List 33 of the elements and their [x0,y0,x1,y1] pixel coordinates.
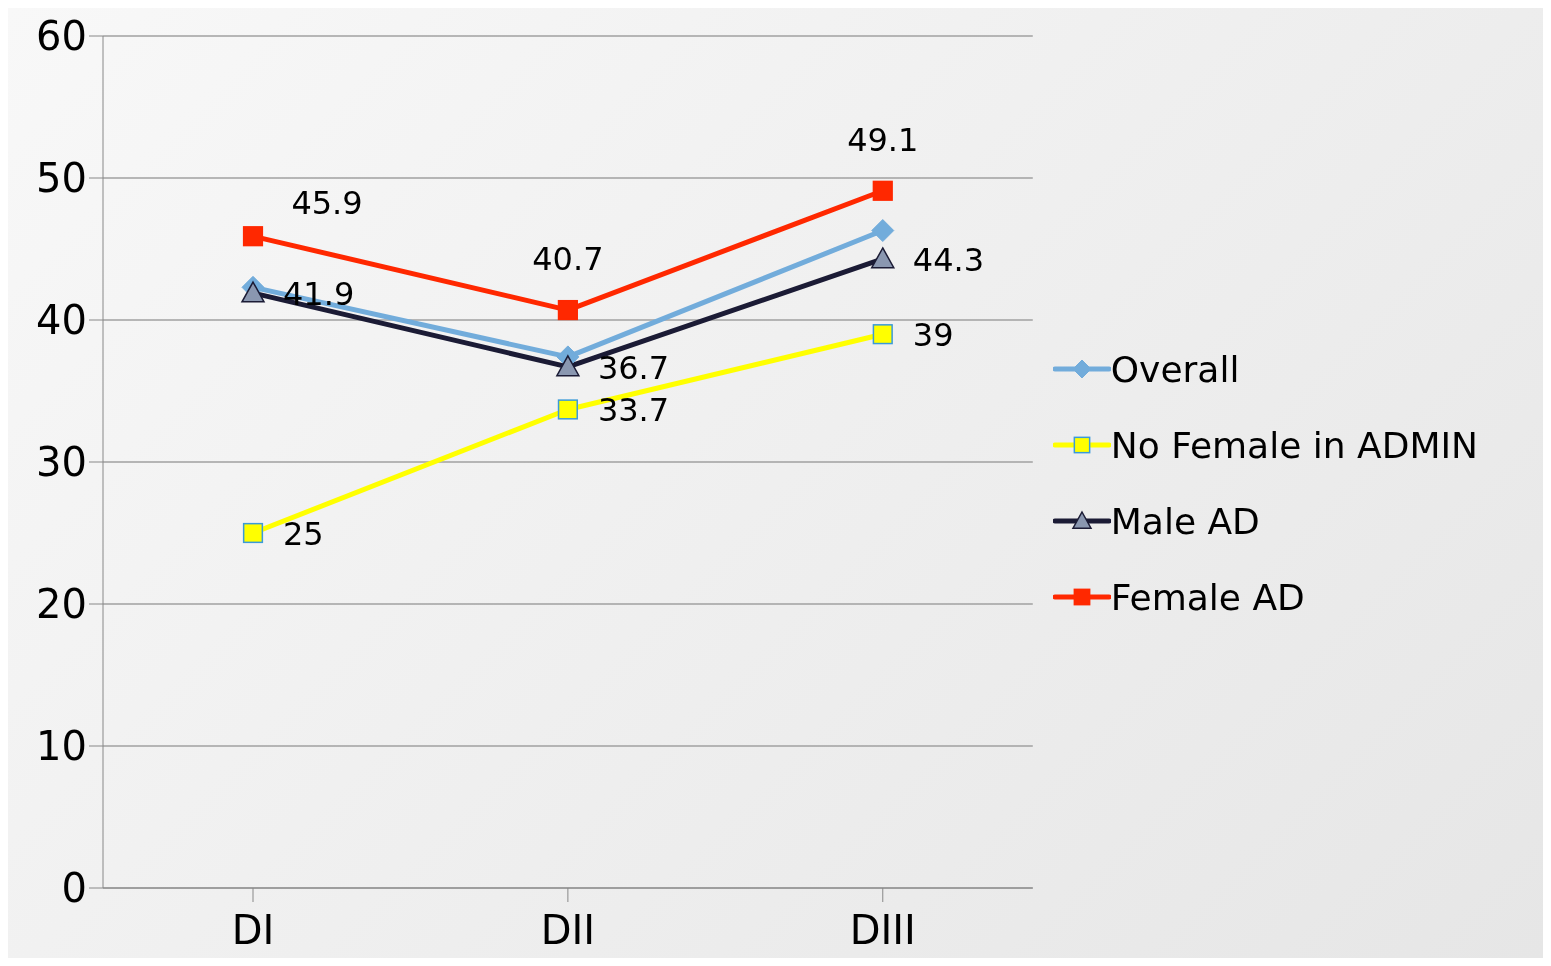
data-label: 41.9 [283,275,355,314]
y-tick-label: 0 [61,865,87,912]
data-label: 33.7 [597,391,670,430]
y-tick-label: 30 [36,439,87,486]
point [242,522,264,544]
legend-label: Female AD [1110,576,1305,618]
point [242,226,264,247]
data-label: 49.1 [847,120,919,159]
x-tick-label: DII [540,907,596,954]
point [556,355,580,377]
point [241,281,265,303]
point [557,399,578,420]
point [557,299,578,321]
data-label: 25 [283,515,324,553]
y-tick-label: 50 [36,155,87,202]
point [871,219,895,243]
y-tick-label: 60 [36,13,87,60]
legend-label: No Female in ADMIN [1110,424,1478,466]
point [871,247,895,269]
y-tick-label: 20 [36,581,87,628]
data-label: 44.3 [912,240,985,279]
point [872,180,893,201]
data-label: 45.9 [291,184,363,223]
x-tick-label: DIII [849,907,916,954]
y-tick-label: 10 [36,723,87,770]
data-label: 40.7 [532,240,604,279]
data-label: 36.7 [597,348,670,387]
legend-label: Overall [1110,348,1240,390]
y-tick-label: 40 [36,297,87,344]
point [872,324,893,345]
legend-label: Male AD [1110,500,1260,542]
x-tick-label: DI [231,907,275,954]
data-label: 39 [912,316,954,355]
